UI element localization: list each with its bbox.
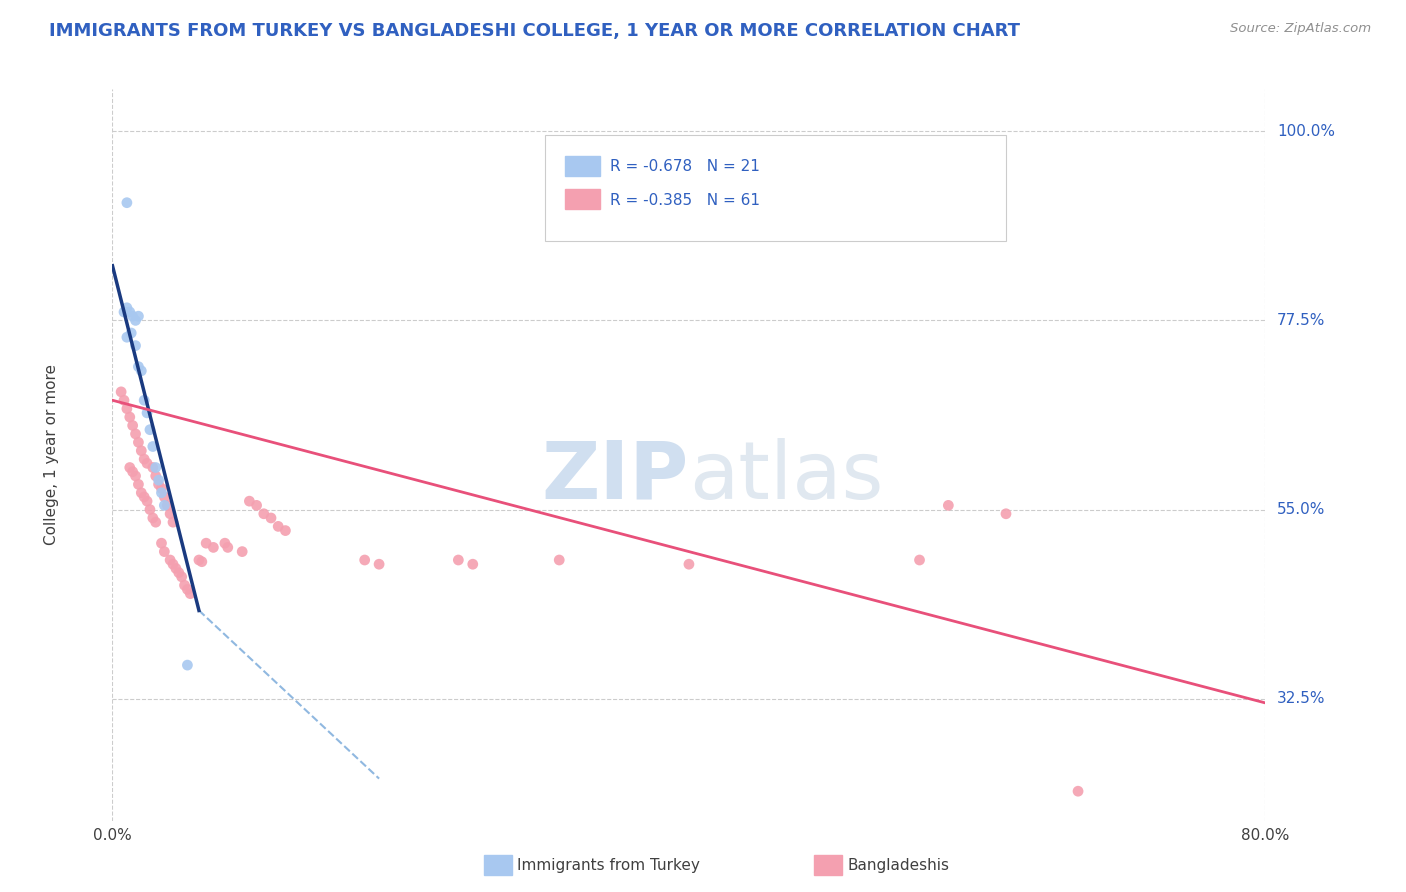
- Point: [112, 305, 135, 319]
- Point: [231, 544, 253, 558]
- Text: R = -0.385   N = 61: R = -0.385 N = 61: [610, 193, 759, 208]
- Point: [156, 499, 179, 513]
- Point: [127, 359, 149, 374]
- FancyBboxPatch shape: [565, 189, 599, 210]
- Point: [115, 195, 138, 210]
- Text: 32.5%: 32.5%: [1277, 691, 1326, 706]
- Point: [127, 309, 149, 323]
- Point: [124, 426, 146, 441]
- Point: [127, 435, 149, 450]
- Point: [150, 482, 173, 496]
- Point: [368, 558, 391, 572]
- Point: [115, 401, 138, 416]
- Point: [121, 465, 143, 479]
- Text: Source: ZipAtlas.com: Source: ZipAtlas.com: [1230, 22, 1371, 36]
- Text: Bangladeshis: Bangladeshis: [848, 858, 950, 872]
- Text: ZIP: ZIP: [541, 438, 689, 516]
- Point: [139, 502, 162, 516]
- Point: [134, 490, 156, 504]
- Point: [145, 469, 167, 483]
- Point: [936, 499, 959, 513]
- Point: [173, 578, 195, 592]
- Text: Immigrants from Turkey: Immigrants from Turkey: [517, 858, 700, 872]
- Point: [260, 511, 283, 525]
- Point: [139, 423, 162, 437]
- Point: [112, 393, 135, 408]
- Text: IMMIGRANTS FROM TURKEY VS BANGLADESHI COLLEGE, 1 YEAR OR MORE CORRELATION CHART: IMMIGRANTS FROM TURKEY VS BANGLADESHI CO…: [49, 22, 1021, 40]
- Point: [274, 524, 297, 538]
- Point: [162, 515, 184, 529]
- Point: [214, 536, 236, 550]
- Point: [908, 553, 931, 567]
- Point: [148, 473, 170, 487]
- Point: [153, 490, 176, 504]
- Point: [162, 558, 184, 572]
- Point: [145, 515, 167, 529]
- Point: [188, 553, 211, 567]
- Point: [115, 330, 138, 344]
- Point: [267, 519, 290, 533]
- Point: [548, 553, 571, 567]
- Point: [179, 587, 201, 601]
- Point: [124, 469, 146, 483]
- Point: [202, 541, 225, 555]
- Point: [145, 460, 167, 475]
- Point: [129, 443, 153, 458]
- Point: [447, 553, 470, 567]
- Point: [995, 507, 1018, 521]
- Point: [245, 499, 267, 513]
- Point: [150, 536, 173, 550]
- Point: [127, 477, 149, 491]
- Point: [461, 558, 484, 572]
- Point: [176, 658, 198, 673]
- Point: [124, 338, 146, 352]
- Point: [136, 406, 159, 420]
- Point: [129, 364, 153, 378]
- Point: [124, 313, 146, 327]
- Point: [217, 541, 239, 555]
- Point: [121, 309, 143, 323]
- Point: [134, 452, 156, 467]
- Point: [142, 440, 165, 454]
- Point: [159, 507, 181, 521]
- Point: [118, 305, 141, 319]
- Point: [150, 485, 173, 500]
- Point: [165, 561, 187, 575]
- Point: [191, 555, 214, 569]
- Point: [136, 456, 159, 470]
- Point: [153, 544, 176, 558]
- Point: [118, 410, 141, 425]
- Point: [148, 477, 170, 491]
- Point: [195, 536, 218, 550]
- Point: [159, 553, 181, 567]
- FancyBboxPatch shape: [565, 155, 599, 176]
- Text: R = -0.678   N = 21: R = -0.678 N = 21: [610, 159, 759, 174]
- Point: [142, 511, 165, 525]
- Point: [1067, 784, 1090, 798]
- Point: [253, 507, 276, 521]
- Point: [170, 570, 193, 584]
- Point: [678, 558, 700, 572]
- Point: [167, 566, 190, 580]
- Point: [136, 494, 159, 508]
- Text: atlas: atlas: [689, 438, 883, 516]
- Point: [115, 301, 138, 315]
- Point: [129, 485, 153, 500]
- Point: [142, 460, 165, 475]
- Point: [134, 393, 156, 408]
- Text: 55.0%: 55.0%: [1277, 502, 1326, 517]
- Point: [118, 460, 141, 475]
- Point: [120, 326, 142, 340]
- Point: [153, 499, 176, 513]
- FancyBboxPatch shape: [544, 136, 1007, 241]
- Point: [110, 384, 132, 399]
- Point: [238, 494, 260, 508]
- Point: [176, 582, 198, 597]
- Text: 77.5%: 77.5%: [1277, 313, 1326, 328]
- Text: 100.0%: 100.0%: [1277, 124, 1334, 139]
- Text: College, 1 year or more: College, 1 year or more: [45, 365, 59, 545]
- Point: [121, 418, 143, 433]
- Point: [353, 553, 375, 567]
